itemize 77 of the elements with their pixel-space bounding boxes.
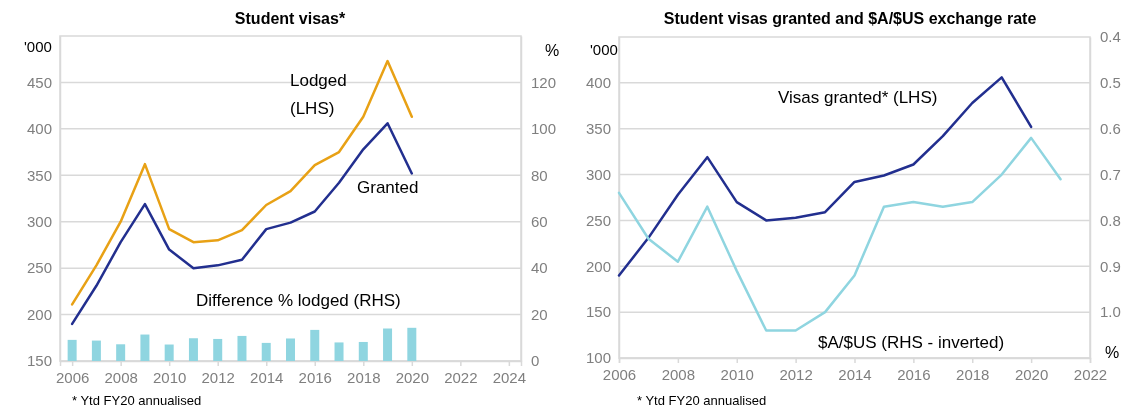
x-tick-label: 2006 xyxy=(55,368,90,386)
line-series xyxy=(617,76,1033,277)
y-tick-label: 300 xyxy=(26,213,52,231)
chart-title: Student visas* xyxy=(234,10,346,27)
x-tick-label: 2016 xyxy=(897,365,931,383)
x-tick-label: 2008 xyxy=(104,368,138,386)
y2-tick-label: 0.7 xyxy=(1100,165,1121,183)
x-tick-label: 2016 xyxy=(298,368,332,386)
x-tick-label: 2018 xyxy=(956,365,990,383)
x-tick-label: 2014 xyxy=(838,365,872,383)
y-tick-label: 250 xyxy=(585,211,611,229)
x-tick-label: 2010 xyxy=(720,365,754,383)
text: * Ytd FY20 annualised xyxy=(637,393,767,408)
text: * Ytd FY20 annualised xyxy=(72,393,202,408)
bar xyxy=(91,340,101,361)
bar xyxy=(213,338,223,361)
series-label: Difference % lodged (RHS) xyxy=(196,291,401,310)
series-label: Granted xyxy=(357,178,419,197)
bar xyxy=(286,338,295,361)
y2-tick-label: 0.8 xyxy=(1100,211,1121,229)
x-tick-label: 2024 xyxy=(492,368,527,386)
bar xyxy=(261,342,271,361)
bar xyxy=(358,341,368,361)
y2-tick-label: 80 xyxy=(531,166,548,184)
y2-tick-label: 100 xyxy=(531,120,557,138)
y2-axis-title: % xyxy=(1105,344,1120,361)
y-tick-label: 350 xyxy=(585,120,611,138)
y-tick-label: 300 xyxy=(585,165,611,183)
chart-title: Student visas granted and $A/$US exchange rate xyxy=(663,10,1037,27)
series-label: Visas granted* (LHS) xyxy=(778,88,938,107)
x-tick-label: 2022 xyxy=(1073,365,1108,383)
bar xyxy=(116,344,126,361)
y-tick-label: 200 xyxy=(26,305,52,323)
y-tick-label: 400 xyxy=(26,120,52,138)
x-tick-label: 2012 xyxy=(779,365,813,383)
y2-tick-label: 0.9 xyxy=(1100,257,1121,275)
y2-tick-label: 120 xyxy=(531,73,557,91)
y-tick-label: 150 xyxy=(26,352,52,370)
x-tick-label: 2014 xyxy=(250,368,284,386)
y2-tick-label: 60 xyxy=(531,213,548,231)
bar xyxy=(164,344,174,361)
y-tick-label: 150 xyxy=(585,303,611,321)
bar xyxy=(237,335,247,361)
y-tick-label: 350 xyxy=(26,166,52,184)
bar xyxy=(310,329,320,361)
y2-tick-label: 0.6 xyxy=(1100,120,1121,138)
bar xyxy=(383,328,393,361)
x-tick-label: 2012 xyxy=(201,368,235,386)
y-tick-label: 450 xyxy=(26,73,52,91)
y-tick-label: 400 xyxy=(585,74,611,92)
x-tick-label: 2020 xyxy=(1014,365,1049,383)
y-tick-label: 100 xyxy=(585,349,611,367)
bar xyxy=(140,334,150,361)
x-tick-label: 2020 xyxy=(395,368,429,386)
series-label: Lodged (LHS) xyxy=(290,71,347,118)
bar xyxy=(407,327,417,361)
x-tick-label: 2022 xyxy=(444,368,478,386)
line-series xyxy=(617,136,1062,332)
bar xyxy=(334,342,344,361)
x-tick-label: 2008 xyxy=(661,365,696,383)
y2-tick-label: 1.0 xyxy=(1100,303,1121,321)
y-axis-title: '000 xyxy=(590,41,618,58)
series-label: $A/$US (RHS - inverted) xyxy=(818,333,1005,352)
x-tick-label: 2010 xyxy=(153,368,187,386)
y2-tick-label: 0 xyxy=(531,352,540,370)
y2-axis-title: % xyxy=(545,42,560,59)
y-tick-label: 200 xyxy=(585,257,611,275)
y2-tick-label: 0.4 xyxy=(1100,28,1121,46)
y-axis-title: '000 xyxy=(24,38,52,55)
y-tick-label: 250 xyxy=(26,259,52,277)
bar xyxy=(67,339,77,361)
y2-tick-label: 20 xyxy=(531,305,548,323)
bar xyxy=(188,338,198,361)
y2-tick-label: 40 xyxy=(531,259,548,277)
y2-tick-label: 0.5 xyxy=(1100,74,1121,92)
x-tick-label: 2006 xyxy=(602,365,637,383)
x-tick-label: 2018 xyxy=(347,368,381,386)
